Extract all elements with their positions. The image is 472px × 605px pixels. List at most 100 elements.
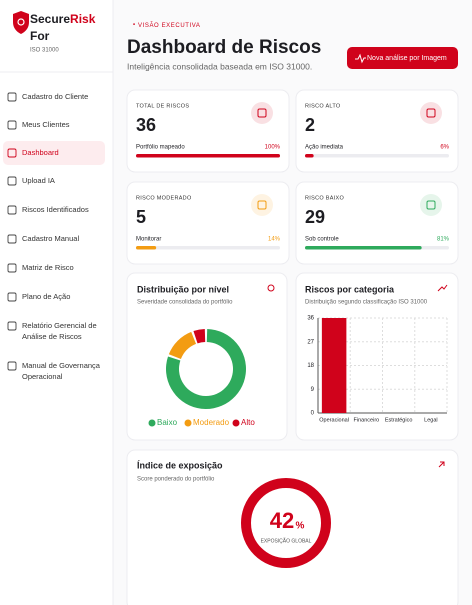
progress-bar [305,246,422,250]
nav-item[interactable]: Plano de Ação [22,292,70,301]
kpi-label: TOTAL DE RISCOS [136,103,189,109]
x-tick-label: Legal [424,417,437,423]
kpi-icon-glyph [426,108,436,118]
nav-item[interactable]: Operacional [22,372,63,381]
nav-item[interactable]: Dashboard [22,148,59,157]
x-tick-label: Estratégico [385,417,413,423]
kpi-card [126,89,290,173]
nav-item[interactable]: Manual de Governança [22,361,101,370]
chart-card [295,272,459,441]
legend-label: Baixo [157,418,178,427]
charts: Distribuição por nível Severidade consoli… [126,272,459,441]
trend-icon [438,461,445,468]
exposure-caption: EXPOSIÇÃO GLOBAL [261,537,312,544]
nav-icon [7,292,17,302]
button-icon [355,53,366,64]
brand-c: For [30,29,50,43]
legend-label: Moderado [193,418,230,427]
kpi-icon-glyph [257,108,267,118]
eyebrow-text: VISÃO EXECUTIVA [138,22,201,29]
nav-item[interactable]: Cadastro Manual [22,234,79,243]
kpi-card [295,89,459,173]
kpi-value: 2 [305,115,315,135]
donut-segment [193,329,206,344]
donut-segment [168,331,197,360]
kpi-percent: 6% [440,145,449,151]
brand: SecureRisk [30,12,96,26]
progress-track [305,154,449,158]
legend-label: Alto [241,418,255,427]
nav-icon [7,321,17,331]
kpi-caption: Monitorar [136,237,161,243]
kpi-value: 36 [136,115,156,135]
kpi-card [126,181,290,265]
y-tick-label: 27 [307,339,314,345]
kpi-icon-glyph [426,200,436,210]
nav-icon [7,148,17,158]
progress-bar [136,154,280,158]
y-tick-label: 18 [307,363,314,369]
donut-segment [166,329,247,410]
y-tick-label: 9 [311,387,315,393]
chart-title: Riscos por categoria [305,284,395,294]
exposure-ring [241,478,331,568]
exposure-unit: % [296,521,305,532]
nav-icon [7,361,17,371]
nav-item[interactable]: Riscos Identificados [22,205,89,214]
nav-item[interactable]: Upload IA [22,176,55,185]
nav-icon [7,120,17,130]
nav-icon [7,234,17,244]
kpi-icon-glyph [257,200,267,210]
nav-icon [7,263,17,273]
legend-swatch [148,419,156,427]
brand-a: Secure [30,12,70,26]
nav-active [3,141,105,165]
chart-title: Distribuição por nível [137,284,229,294]
progress-track [136,246,280,250]
exposure-value: 42 [270,508,294,533]
kpi-percent: 81% [437,237,450,243]
page-title: Dashboard de Riscos [127,37,321,58]
kpi-card [295,181,459,265]
target-icon [267,284,275,292]
y-tick-label: 0 [311,411,315,417]
page-subtitle: Inteligência consolidada baseada em ISO … [127,61,312,71]
brand-b: Risk [70,12,96,26]
chart-subtitle: Severidade consolidada do portfólio [137,300,233,306]
progress-bar [305,154,314,158]
kpi-caption: Sob controle [305,237,339,243]
kpi-caption: Ação imediata [305,145,344,151]
nav-item[interactable]: Análise de Riscos [22,332,82,341]
y-tick-label: 36 [307,316,314,322]
progress-bar [136,246,157,250]
chart-card [126,272,288,441]
nav-item[interactable]: Relatório Gerencial de [22,321,97,330]
kpi-label: RISCO BAIXO [305,195,344,201]
kpi-label: RISCO ALTO [305,103,341,109]
nav-icon [7,205,17,215]
nav-icon [7,176,17,186]
chart-subtitle: Distribuição segundo classificação ISO 3… [305,300,428,306]
kpi-icon [251,102,273,124]
nav-icon [7,92,17,102]
kpi-icon [420,102,442,124]
eyebrow: • VISÃO EXECUTIVA [133,22,201,29]
kpi-percent: 14% [268,237,281,243]
nav-item[interactable]: Meus Clientes [22,120,70,129]
trend-icon [437,284,448,292]
nav-item[interactable]: Cadastro do Cliente [22,92,88,101]
brand-sub: ISO 31000 [30,48,59,54]
kpi-label: RISCO MODERADO [136,195,192,201]
nav-item[interactable]: Matriz de Risco [22,263,74,272]
kpi-value: 29 [305,207,325,227]
logo-mark [17,18,25,26]
new-analysis-button[interactable] [347,47,458,69]
logo [13,11,29,34]
kpi-value: 5 [136,207,146,227]
exposure-card [126,449,459,605]
legend-swatch [232,419,240,427]
bar [321,318,347,413]
kpi-percent: 100% [265,145,281,151]
kpi-caption: Portfólio mapeado [136,145,185,151]
